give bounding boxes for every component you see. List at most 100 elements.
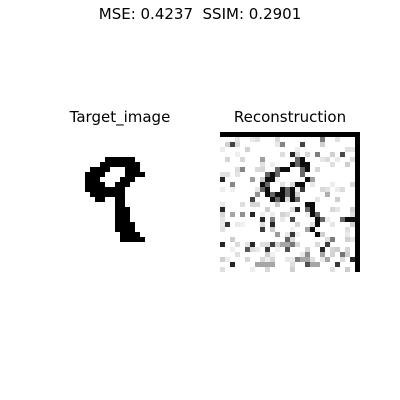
target-pixel bbox=[120, 157, 125, 162]
target-pixel bbox=[115, 222, 120, 227]
reconstruction-pixel bbox=[315, 197, 320, 202]
target-pixel bbox=[120, 177, 125, 182]
reconstruction-pixel bbox=[260, 162, 265, 167]
reconstruction-pixel bbox=[320, 187, 325, 192]
reconstruction-pixel bbox=[305, 177, 310, 182]
reconstruction-pixel bbox=[270, 227, 275, 232]
reconstruction-pixel bbox=[280, 167, 285, 172]
reconstruction-pixel bbox=[325, 242, 330, 247]
reconstruction-pixel bbox=[350, 217, 355, 222]
reconstruction-pixel bbox=[275, 192, 280, 197]
reconstruction-pixel bbox=[315, 217, 320, 222]
reconstruction-pixel bbox=[330, 152, 335, 157]
reconstruction-pixel bbox=[275, 232, 280, 237]
reconstruction-pixel bbox=[255, 167, 260, 172]
reconstruction-pixel bbox=[345, 132, 350, 137]
reconstruction-pixel bbox=[235, 167, 240, 172]
reconstruction-pixel bbox=[225, 257, 230, 262]
reconstruction-pixel bbox=[305, 257, 310, 262]
reconstruction-pixel bbox=[230, 247, 235, 252]
target-pixel bbox=[125, 172, 130, 177]
reconstruction-pixel bbox=[355, 227, 360, 232]
reconstruction-pixel bbox=[355, 177, 360, 182]
reconstruction-pixel bbox=[305, 167, 310, 172]
target-pixel bbox=[110, 157, 115, 162]
target-pixel bbox=[115, 207, 120, 212]
reconstruction-pixel bbox=[270, 252, 275, 257]
reconstruction-pixel bbox=[290, 207, 295, 212]
reconstruction-pixel bbox=[330, 182, 335, 187]
reconstruction-pixel bbox=[265, 187, 270, 192]
reconstruction-pixel bbox=[265, 247, 270, 252]
reconstruction-pixel bbox=[290, 192, 295, 197]
target-pixel bbox=[100, 167, 105, 172]
reconstruction-pixel bbox=[330, 267, 335, 272]
reconstruction-pixel bbox=[330, 252, 335, 257]
reconstruction-pixel bbox=[315, 222, 320, 227]
reconstruction-pixel bbox=[260, 262, 265, 267]
target-pixel bbox=[130, 222, 135, 227]
target-pixel bbox=[130, 162, 135, 167]
reconstruction-pixel bbox=[240, 167, 245, 172]
target-image-title: Target_image bbox=[69, 108, 171, 126]
reconstruction-pixel bbox=[285, 212, 290, 217]
reconstruction-pixel bbox=[340, 132, 345, 137]
reconstruction-pixel bbox=[270, 212, 275, 217]
target-pixel bbox=[105, 162, 110, 167]
reconstruction-pixel bbox=[220, 217, 225, 222]
target-pixel bbox=[95, 182, 100, 187]
reconstruction-pixel bbox=[320, 257, 325, 262]
reconstruction-pixel bbox=[225, 172, 230, 177]
reconstruction-pixel bbox=[340, 187, 345, 192]
target-pixel bbox=[130, 157, 135, 162]
reconstruction-pixel bbox=[295, 132, 300, 137]
reconstruction-pixel bbox=[250, 212, 255, 217]
reconstruction-pixel bbox=[220, 207, 225, 212]
reconstruction-pixel bbox=[270, 222, 275, 227]
reconstruction-pixel bbox=[255, 192, 260, 197]
reconstruction-pixel bbox=[265, 257, 270, 262]
target-pixel bbox=[125, 222, 130, 227]
reconstruction-pixel bbox=[265, 262, 270, 267]
target-pixel bbox=[135, 167, 140, 172]
target-pixel bbox=[95, 187, 100, 192]
reconstruction-pixel bbox=[260, 182, 265, 187]
reconstruction-pixel bbox=[310, 132, 315, 137]
target-pixel bbox=[100, 192, 105, 197]
reconstruction-pixel bbox=[250, 242, 255, 247]
reconstruction-pixel bbox=[260, 212, 265, 217]
reconstruction-pixel bbox=[295, 257, 300, 262]
reconstruction-pixel bbox=[245, 147, 250, 152]
reconstruction-pixel bbox=[250, 177, 255, 182]
target-pixel bbox=[125, 212, 130, 217]
reconstruction-pixel bbox=[250, 137, 255, 142]
target-pixel bbox=[115, 227, 120, 232]
reconstruction-pixel bbox=[310, 227, 315, 232]
reconstruction-pixel bbox=[255, 132, 260, 137]
reconstruction-pixel bbox=[355, 142, 360, 147]
reconstruction-pixel bbox=[305, 227, 310, 232]
reconstruction-pixel bbox=[305, 262, 310, 267]
reconstruction-pixel bbox=[290, 232, 295, 237]
reconstruction-pixel bbox=[295, 182, 300, 187]
reconstruction-pixel bbox=[345, 147, 350, 152]
reconstruction-pixel bbox=[220, 177, 225, 182]
target-pixel bbox=[120, 237, 125, 242]
reconstruction-pixel bbox=[275, 167, 280, 172]
reconstruction-pixel bbox=[335, 132, 340, 137]
reconstruction-pixel bbox=[275, 172, 280, 177]
target-pixel bbox=[125, 237, 130, 242]
reconstruction-pixel bbox=[230, 212, 235, 217]
target-pixel bbox=[110, 187, 115, 192]
reconstruction-pixel bbox=[300, 142, 305, 147]
reconstruction-pixel bbox=[320, 247, 325, 252]
reconstruction-pixel bbox=[275, 142, 280, 147]
reconstruction-pixel bbox=[265, 132, 270, 137]
reconstruction-pixel bbox=[315, 152, 320, 157]
reconstruction-pixel bbox=[310, 177, 315, 182]
reconstruction-pixel bbox=[340, 252, 345, 257]
reconstruction-pixel bbox=[300, 257, 305, 262]
reconstruction-pixel bbox=[350, 257, 355, 262]
reconstruction-pixel bbox=[330, 162, 335, 167]
reconstruction-pixel bbox=[355, 147, 360, 152]
